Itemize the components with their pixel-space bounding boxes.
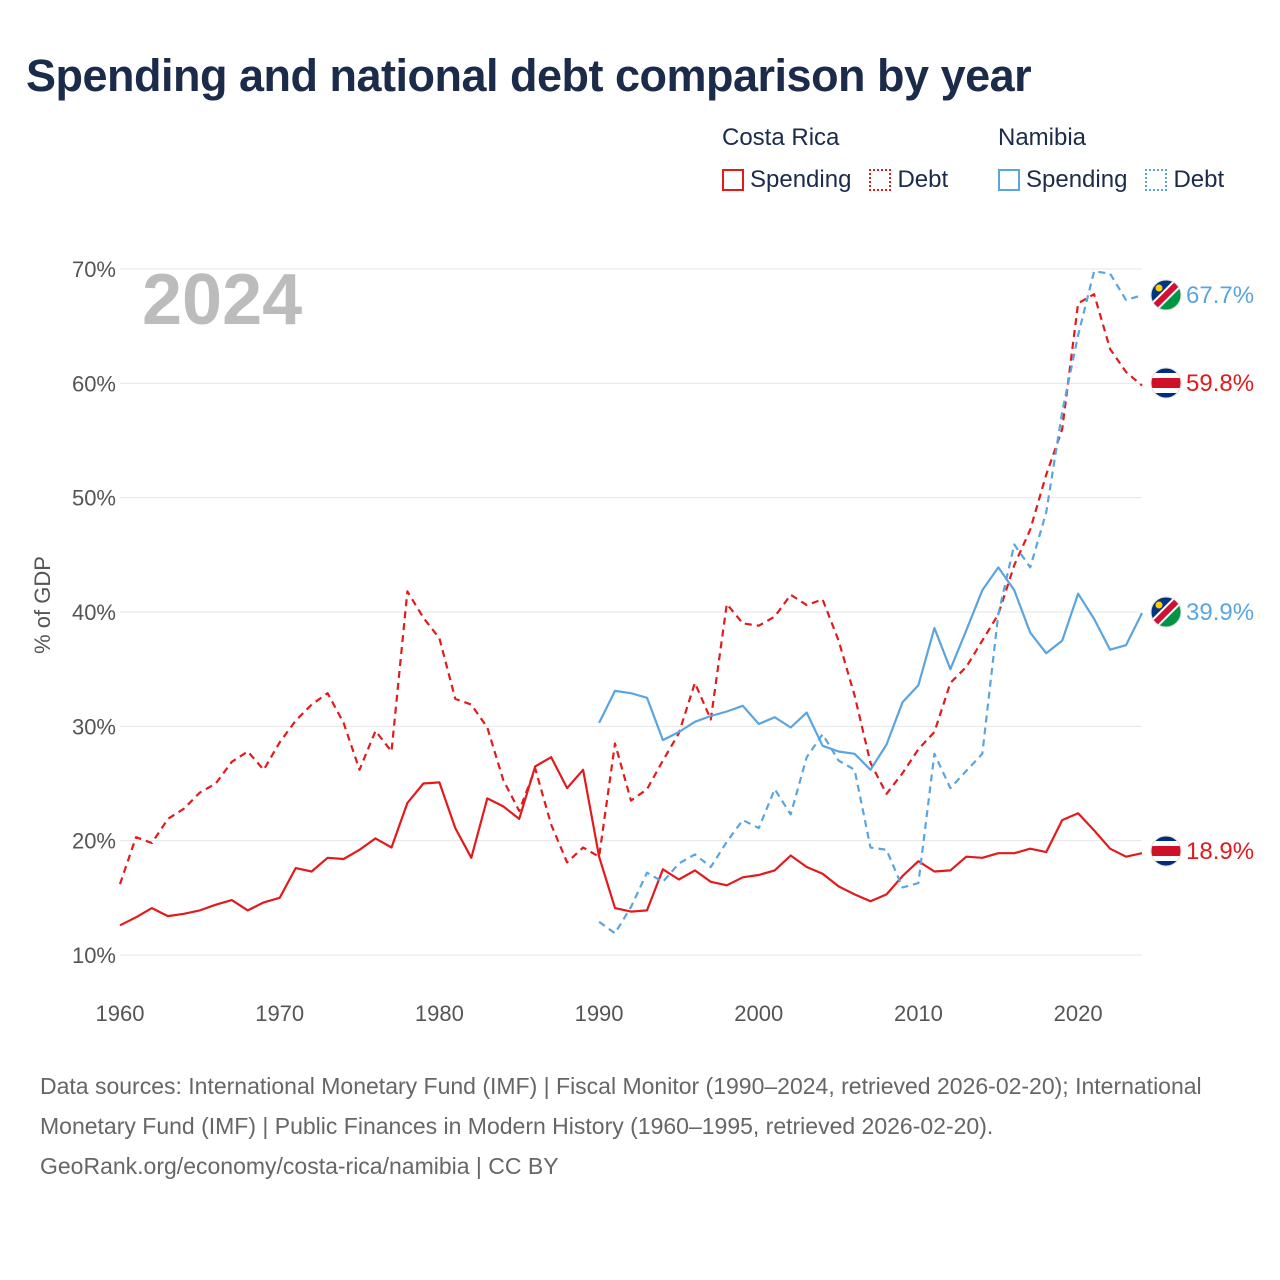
legend-item-label: Debt (897, 166, 949, 193)
end-value-label: 67.7% (1186, 282, 1254, 309)
legend-item-label: Debt (1173, 166, 1225, 193)
end-value-label: 39.9% (1186, 599, 1254, 626)
credit-link[interactable]: GeoRank.org/economy/costa-rica/namibia |… (40, 1153, 559, 1179)
legend-costa-rica: Costa Rica Spending Debt (722, 124, 948, 194)
x-axis-ticks: 1960 1970 1980 1990 2000 2010 2020 (96, 1001, 1103, 1026)
x-tick-label: 2020 (1054, 1001, 1103, 1026)
legend-swatch-solid (998, 169, 1020, 191)
data-sources: Data sources: International Monetary Fun… (40, 1073, 1202, 1139)
legend-country-label: Costa Rica (722, 124, 840, 151)
y-tick-label: 10% (72, 943, 116, 968)
series-line-namibia-spending[interactable] (598, 566, 1143, 771)
legend-item-label: Spending (750, 166, 852, 193)
y-tick-label: 20% (72, 829, 116, 854)
x-tick-label: 2000 (734, 1001, 783, 1026)
namibia-flag-icon (1150, 279, 1182, 311)
end-value-label: 59.8% (1186, 370, 1254, 397)
end-labels: 67.7% 59.8% 39.9% 18.9% (1150, 279, 1254, 867)
legend-item-costa-rica-debt[interactable]: Debt (869, 166, 948, 194)
series-line-namibia-debt[interactable] (598, 270, 1143, 935)
series-layer (118, 270, 1143, 935)
x-tick-label: 1990 (575, 1001, 624, 1026)
legend-item-costa-rica-spending[interactable]: Spending (722, 166, 851, 194)
end-value-label: 18.9% (1186, 838, 1254, 865)
costa-rica-flag-icon (1150, 367, 1182, 399)
series-line-costa-rica-debt[interactable] (118, 293, 1143, 885)
y-tick-label: 30% (72, 714, 116, 739)
legend-swatch-solid (722, 169, 744, 191)
series-line-costa-rica-spending[interactable] (119, 756, 1143, 927)
legend-item-namibia-debt[interactable]: Debt (1145, 166, 1224, 194)
line-chart: 10% 20% 30% 40% 50% 60% 70% 1960 1970 1980 1990 20… (30, 257, 1254, 1026)
gridlines (120, 268, 1142, 956)
y-tick-label: 60% (72, 371, 116, 396)
y-tick-label: 40% (72, 600, 116, 625)
legend-swatch-dotted (869, 169, 892, 191)
namibia-flag-icon (1150, 596, 1182, 628)
y-axis-title: % of GDP (30, 556, 55, 654)
y-tick-label: 70% (72, 257, 116, 282)
y-axis-ticks: 10% 20% 30% 40% 50% 60% 70% (72, 257, 116, 968)
legend-item-label: Spending (1026, 166, 1128, 193)
footer: Data sources: International Monetary Fun… (40, 1066, 1240, 1186)
x-tick-label: 2010 (894, 1001, 943, 1026)
legend-swatch-dotted (1145, 169, 1168, 191)
x-tick-label: 1980 (415, 1001, 464, 1026)
x-tick-label: 1970 (255, 1001, 304, 1026)
legend-item-namibia-spending[interactable]: Spending (998, 166, 1127, 194)
y-tick-label: 50% (72, 486, 116, 511)
x-tick-label: 1960 (96, 1001, 145, 1026)
chart-title: Spending and national debt comparison by… (26, 50, 1032, 101)
legend-namibia: Namibia Spending Debt (998, 124, 1224, 194)
costa-rica-flag-icon (1150, 835, 1182, 867)
year-display: 2024 (142, 260, 302, 340)
legend-country-label: Namibia (998, 124, 1087, 151)
